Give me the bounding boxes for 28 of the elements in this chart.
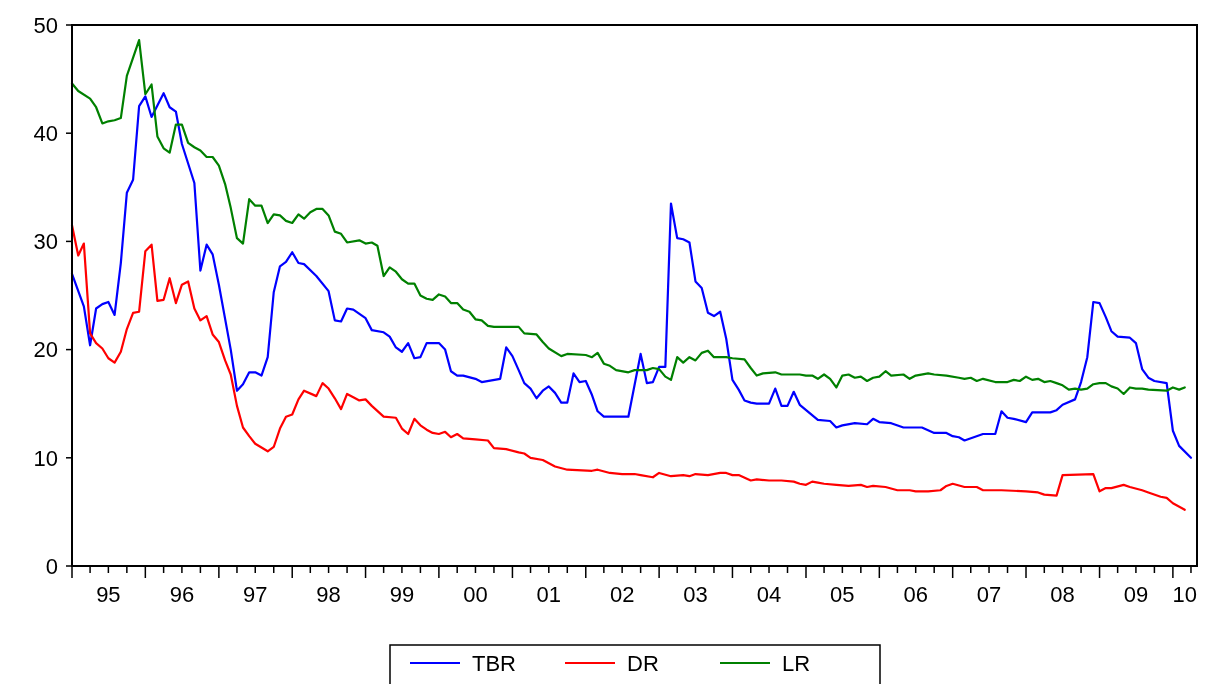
x-tick-label: 98 [316, 582, 341, 607]
line-series [70, 39, 1186, 396]
x-tick-label: 02 [609, 582, 635, 607]
x-tick-label: 08 [1050, 582, 1075, 607]
y-tick-label: 10 [33, 445, 58, 471]
y-tick-label: 20 [33, 337, 58, 363]
legend-label: LR [782, 651, 811, 676]
y-tick-label: 0 [45, 553, 58, 579]
line-series [70, 224, 1186, 511]
x-tick-label: 09 [1123, 582, 1149, 607]
x-tick-label: 97 [243, 582, 268, 607]
x-tick-label: 96 [169, 582, 195, 607]
x-tick-label: 00 [463, 582, 488, 607]
x-tick-label: 95 [96, 582, 121, 607]
x-tick-label: 06 [903, 582, 928, 607]
line-series [70, 92, 1193, 459]
y-tick-label: 40 [33, 120, 58, 146]
x-tick-label: 99 [389, 582, 415, 607]
y-tick-label: 50 [33, 12, 58, 38]
x-tick-label: 07 [976, 582, 1002, 607]
y-tick-label: 30 [33, 229, 58, 255]
x-tick-label: 04 [756, 582, 782, 607]
x-tick-label: 10 [1172, 582, 1197, 607]
x-tick-label: 05 [830, 582, 855, 607]
x-tick-label: 03 [683, 582, 708, 607]
x-tick-label: 01 [536, 582, 562, 607]
legend-label: DR [627, 651, 659, 676]
legend-label: TBR [472, 651, 516, 676]
